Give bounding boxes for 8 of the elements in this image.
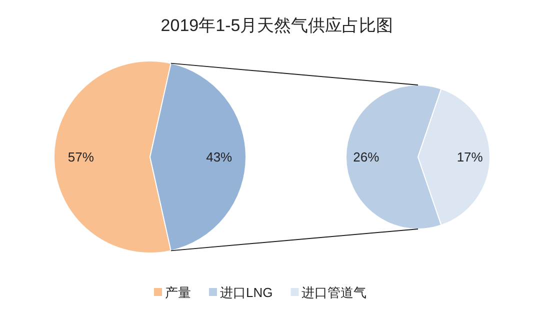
- chart-title: 2019年1-5月天然气供应占比图: [160, 16, 394, 35]
- data-label: 57%: [68, 150, 94, 164]
- legend-label: 产量: [165, 285, 191, 300]
- data-label: 43%: [206, 150, 233, 164]
- data-label: 17%: [456, 150, 484, 164]
- data-label: 26%: [353, 150, 380, 164]
- legend-label: 进口LNG: [220, 285, 273, 300]
- legend-label: 进口管道气: [302, 285, 367, 300]
